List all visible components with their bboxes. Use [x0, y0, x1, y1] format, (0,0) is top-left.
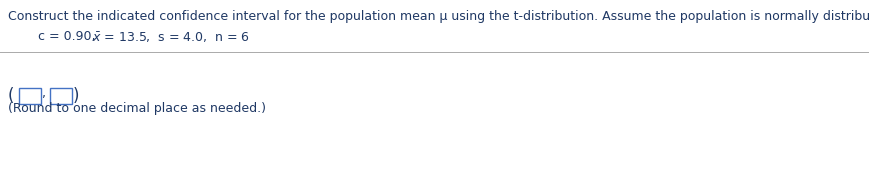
Bar	[50, 88, 72, 104]
Text: ,: ,	[42, 87, 46, 100]
Text: $\bar{x}$ = 13.5,  s = 4.0,  n = 6: $\bar{x}$ = 13.5, s = 4.0, n = 6	[92, 30, 250, 44]
Bar	[19, 88, 41, 104]
Text: (Round to one decimal place as needed.): (Round to one decimal place as needed.)	[8, 102, 266, 115]
Text: ): )	[73, 87, 79, 105]
Text: Construct the indicated confidence interval for the population mean μ using the : Construct the indicated confidence inter…	[8, 10, 869, 23]
Text: c = 0.90,: c = 0.90,	[38, 30, 103, 43]
Text: (: (	[8, 87, 15, 105]
